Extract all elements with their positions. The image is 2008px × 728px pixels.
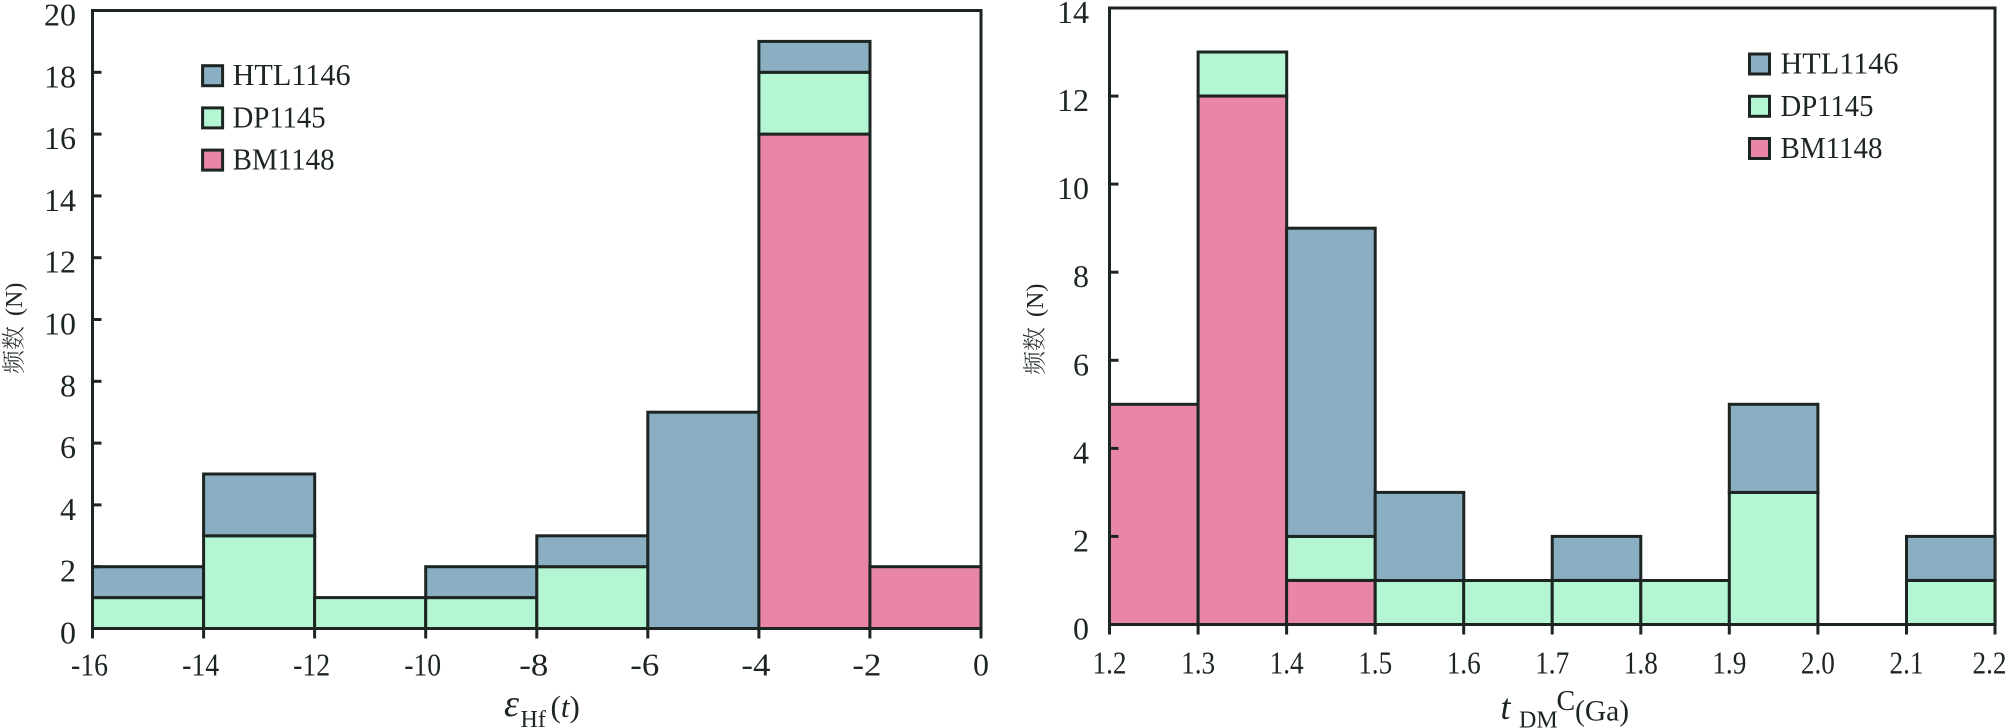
svg-text:(N): (N): [1023, 284, 1049, 317]
svg-text:4: 4: [1073, 434, 1089, 470]
svg-text:-6: -6: [630, 647, 659, 683]
svg-text:Hf: Hf: [521, 707, 546, 728]
svg-text:14: 14: [1057, 0, 1089, 30]
svg-text:8: 8: [60, 367, 76, 403]
svg-text:6: 6: [60, 429, 76, 465]
svg-text:10: 10: [1057, 170, 1089, 206]
svg-text:0: 0: [973, 647, 989, 683]
svg-text:8: 8: [1073, 258, 1089, 294]
svg-text:1.3: 1.3: [1181, 645, 1215, 681]
svg-text:2: 2: [60, 553, 76, 589]
svg-text:-16: -16: [71, 647, 108, 683]
svg-text:DM: DM: [1519, 708, 1558, 728]
svg-text:-12: -12: [293, 647, 330, 683]
svg-text:4: 4: [60, 491, 76, 527]
svg-text:14: 14: [44, 182, 76, 218]
svg-text:BM1148: BM1148: [233, 142, 335, 177]
svg-text:6: 6: [1073, 346, 1089, 382]
svg-text:2.1: 2.1: [1890, 645, 1924, 681]
svg-text:-10: -10: [404, 647, 441, 683]
svg-text:1.9: 1.9: [1712, 645, 1746, 681]
svg-text:1.2: 1.2: [1093, 645, 1127, 681]
svg-text:18: 18: [44, 58, 76, 94]
svg-text:(Ga): (Ga): [1575, 696, 1629, 728]
svg-text:HTL1146: HTL1146: [233, 57, 351, 92]
svg-text:10: 10: [44, 306, 76, 342]
svg-text:1.6: 1.6: [1447, 645, 1481, 681]
svg-text:(t): (t): [551, 689, 580, 724]
svg-text:DP1145: DP1145: [1781, 88, 1874, 123]
svg-text:(N): (N): [2, 283, 28, 316]
svg-text:DP1145: DP1145: [233, 99, 326, 134]
svg-text:-4: -4: [741, 647, 770, 683]
svg-text:HTL1146: HTL1146: [1781, 46, 1899, 81]
svg-text:-14: -14: [182, 647, 219, 683]
svg-text:0: 0: [1073, 611, 1089, 647]
svg-text:2: 2: [1073, 522, 1089, 558]
svg-text:12: 12: [1057, 82, 1089, 118]
svg-text:1.4: 1.4: [1270, 645, 1304, 681]
svg-text:0: 0: [60, 615, 76, 651]
svg-text:12: 12: [44, 244, 76, 280]
svg-text:C: C: [1557, 686, 1576, 717]
svg-text:2.0: 2.0: [1801, 645, 1835, 681]
svg-text:1.8: 1.8: [1624, 645, 1658, 681]
svg-text:20: 20: [44, 0, 76, 33]
svg-text:1.7: 1.7: [1535, 645, 1569, 681]
svg-text:-8: -8: [519, 647, 548, 683]
svg-text:1.5: 1.5: [1358, 645, 1392, 681]
svg-text:t: t: [1501, 687, 1512, 727]
svg-text:BM1148: BM1148: [1781, 130, 1883, 165]
svg-text:2.2: 2.2: [1973, 645, 2007, 681]
svg-text:ε: ε: [504, 683, 519, 725]
svg-text:-2: -2: [852, 647, 881, 683]
svg-text:16: 16: [44, 120, 76, 156]
